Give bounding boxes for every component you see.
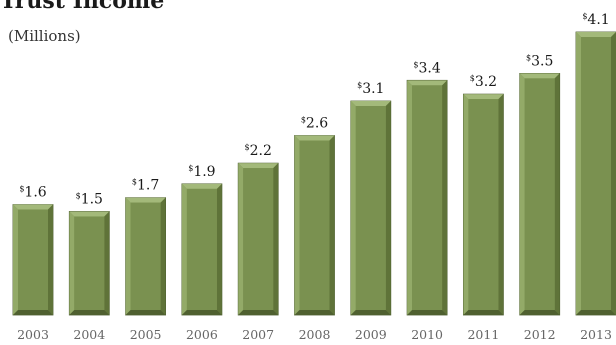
tick-label-2012: 2012 xyxy=(524,327,556,342)
tick-label-2005: 2005 xyxy=(130,327,162,342)
bar-2010 xyxy=(406,79,448,316)
value-labels-layer: $1.6 $1.5 $1.7 $1.9 $2.2 $2.6 $3.1 $3.4 $3.2 $3.5… xyxy=(19,12,609,207)
bar-2007 xyxy=(237,162,279,316)
bars-layer xyxy=(12,31,616,316)
tick-labels-layer: 2003 2004 2005 2006 2007 2008 2009 2010 2011 2012… xyxy=(17,327,612,342)
tick-label-2013: 2013 xyxy=(580,327,612,342)
bar-2006 xyxy=(181,183,223,316)
value-label-2003: $1.6 xyxy=(19,185,46,201)
value-label-2013: $4.1 xyxy=(582,12,609,28)
tick-label-2011: 2011 xyxy=(467,327,499,342)
tick-label-2003: 2003 xyxy=(17,327,49,342)
bar-2004 xyxy=(68,211,110,316)
bar-2012 xyxy=(519,73,561,316)
value-label-2004: $1.5 xyxy=(76,191,103,207)
value-label-2006: $1.9 xyxy=(188,164,215,180)
value-label-2009: $3.1 xyxy=(357,81,384,97)
tick-label-2009: 2009 xyxy=(355,327,387,342)
value-label-2005: $1.7 xyxy=(132,178,159,194)
value-label-2012: $3.5 xyxy=(526,53,553,69)
tick-label-2006: 2006 xyxy=(186,327,218,342)
bar-2013 xyxy=(575,31,616,316)
bar-2009 xyxy=(350,100,392,316)
bar-2005 xyxy=(125,197,166,316)
tick-label-2010: 2010 xyxy=(411,327,443,342)
tick-label-2008: 2008 xyxy=(299,327,331,342)
chart-title: Trust Income xyxy=(0,0,165,14)
value-label-2007: $2.2 xyxy=(245,143,272,159)
tick-label-2007: 2007 xyxy=(242,327,274,342)
value-label-2011: $3.2 xyxy=(470,74,497,90)
chart-subtitle: (Millions) xyxy=(8,27,81,45)
value-label-2008: $2.6 xyxy=(301,116,328,132)
value-label-2010: $3.4 xyxy=(413,60,440,76)
tick-label-2004: 2004 xyxy=(73,327,105,342)
bar-2008 xyxy=(294,135,335,316)
bar-2011 xyxy=(462,93,504,316)
bar-2003 xyxy=(12,204,54,316)
